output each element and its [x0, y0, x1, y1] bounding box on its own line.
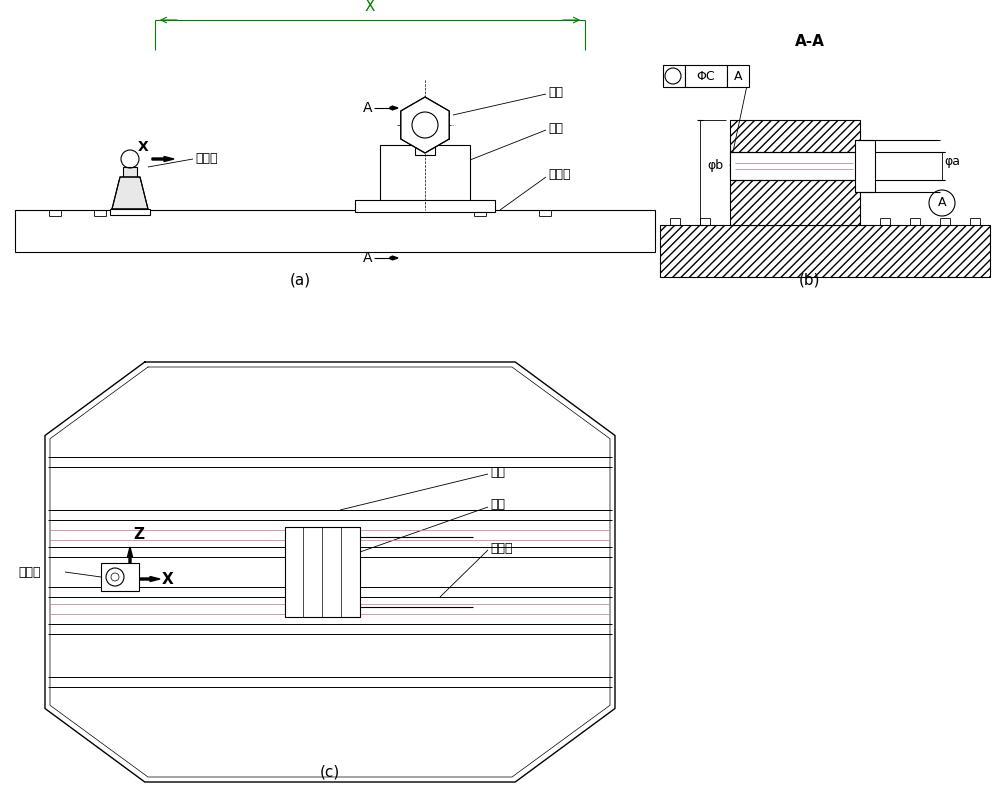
- Text: 工装: 工装: [548, 122, 563, 135]
- Bar: [101, 563, 139, 591]
- FancyArrow shape: [128, 547, 132, 577]
- Text: 工作台: 工作台: [548, 168, 570, 182]
- Polygon shape: [401, 97, 449, 153]
- FancyArrow shape: [152, 156, 174, 162]
- Text: 基准球: 基准球: [195, 152, 218, 166]
- Text: 零件: 零件: [548, 86, 563, 99]
- FancyArrow shape: [390, 256, 398, 260]
- Bar: [285, 527, 360, 617]
- FancyArrow shape: [130, 577, 160, 582]
- Bar: [15, 210, 655, 252]
- Text: φb: φb: [707, 159, 723, 171]
- Text: A: A: [362, 101, 372, 115]
- Text: (c): (c): [320, 764, 340, 779]
- Bar: [730, 152, 860, 180]
- Bar: [855, 140, 875, 192]
- Bar: [123, 167, 137, 179]
- Polygon shape: [112, 177, 148, 209]
- Text: Z: Z: [133, 527, 144, 542]
- Bar: [730, 120, 860, 225]
- Bar: [110, 209, 150, 215]
- FancyArrow shape: [390, 106, 398, 110]
- Bar: [355, 200, 495, 212]
- Bar: [660, 225, 990, 277]
- Text: A: A: [734, 70, 742, 83]
- Text: A: A: [362, 251, 372, 265]
- Text: A: A: [938, 196, 946, 210]
- Text: A-A: A-A: [795, 34, 825, 50]
- Bar: [415, 145, 435, 155]
- Bar: [727, 65, 749, 87]
- Text: φa: φa: [944, 155, 960, 168]
- Text: ΦC: ΦC: [697, 70, 715, 83]
- Text: 工作台: 工作台: [490, 541, 512, 554]
- Text: 工装: 工装: [490, 498, 505, 512]
- Bar: [663, 65, 685, 87]
- Bar: [380, 145, 470, 210]
- Text: X: X: [365, 0, 375, 14]
- Text: (a): (a): [289, 272, 311, 288]
- Bar: [685, 65, 727, 87]
- Text: 零件: 零件: [490, 465, 505, 478]
- Text: (b): (b): [799, 272, 821, 288]
- Text: 基准球: 基准球: [18, 566, 40, 578]
- Text: X: X: [162, 571, 174, 586]
- Text: X: X: [138, 140, 149, 154]
